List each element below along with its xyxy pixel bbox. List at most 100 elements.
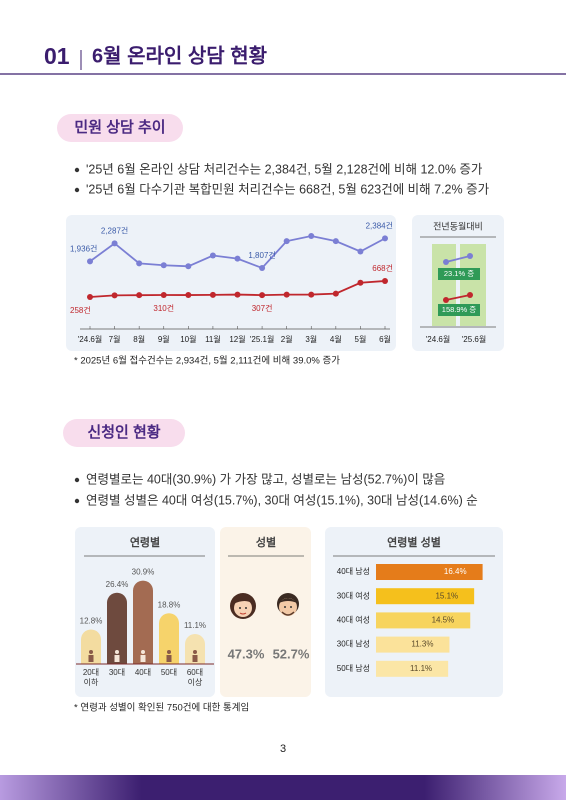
chart-title: 성별 [256, 535, 276, 549]
point [111, 240, 118, 247]
note: * 2025년 6월 접수건수는 2,934건, 5월 2,111건에 비해 3… [74, 355, 340, 367]
x-tick-label: 5월 [355, 334, 367, 344]
point [185, 292, 192, 299]
bar [185, 634, 205, 664]
data-label: 1,936건 [70, 243, 97, 253]
person-icon [140, 655, 146, 662]
data-label: 2,287건 [101, 225, 128, 235]
chart-title: 연령별 성별 [387, 535, 441, 549]
point [209, 291, 216, 298]
section-title: 민원 상담 추이 [74, 118, 165, 136]
chart-title: 연령별 [130, 535, 160, 549]
page-number: 3 [280, 743, 286, 755]
point [259, 265, 266, 271]
bar [376, 612, 471, 629]
point [136, 292, 143, 299]
point [87, 258, 93, 265]
x-tick-label: 12월 [229, 334, 245, 344]
point [185, 263, 192, 270]
point [382, 235, 388, 242]
change-label: 23.1% 증 [444, 269, 474, 278]
y-tick-label: 30대 남성 [337, 640, 370, 649]
x-tick-label: '24.6월 [426, 334, 450, 344]
section-pill [57, 114, 183, 142]
person-icon [88, 655, 94, 662]
note: * 연령과 성별이 확인된 750건에 대한 통계임 [74, 702, 249, 714]
point [332, 290, 339, 297]
point [308, 291, 315, 298]
data-label: 14.5% [432, 616, 455, 625]
chart-panel [412, 215, 504, 351]
bar [107, 592, 127, 664]
bullet [74, 187, 80, 193]
bar [376, 564, 483, 580]
person-icon [141, 650, 145, 654]
x-tick-label: 10월 [180, 334, 196, 344]
point [283, 238, 290, 245]
data-label: 52.7% [273, 646, 310, 661]
label-box [438, 304, 480, 316]
point [467, 253, 473, 259]
point [259, 292, 266, 299]
bullet-text: 연령별로는 40대(30.9%) 가 가장 많고, 성별로는 남성(52.7%)… [86, 472, 445, 486]
section-pill [63, 419, 185, 447]
x-tick-label: 2월 [281, 334, 293, 344]
section-number: 01 [44, 43, 70, 69]
x-tick-label: 30대 [108, 668, 126, 677]
point [443, 259, 449, 265]
female-icon [230, 593, 256, 619]
point [332, 238, 339, 245]
data-label: 16.4% [444, 567, 467, 576]
x-tick-label: 11월 [205, 334, 221, 344]
point [136, 260, 143, 267]
x-tick-label: 60대 이상 [186, 668, 204, 687]
data-label: 668건 [372, 263, 393, 273]
data-label: 310건 [153, 303, 174, 313]
person-icon [166, 655, 172, 662]
point [234, 291, 241, 298]
point [443, 297, 449, 303]
change-label: 158.9% 증 [442, 305, 477, 314]
point [308, 233, 315, 239]
data-label: 11.1% [410, 664, 432, 673]
y-tick-label: 50대 남성 [337, 664, 370, 673]
bullet-text: '25년 6월 온라인 상담 처리건수는 2,384건, 5월 2,128건에 … [86, 162, 483, 176]
data-label: 18.8% [158, 600, 181, 609]
data-label: 47.3% [228, 646, 265, 661]
point [160, 262, 167, 269]
person-icon [192, 655, 198, 662]
chart-title: 전년동월대비 [433, 220, 483, 231]
data-label: 258건 [70, 305, 91, 315]
data-label: 11.1% [184, 621, 206, 630]
person-icon [114, 655, 120, 662]
person-icon [115, 650, 119, 654]
male-icon [277, 593, 299, 616]
x-tick-label: '25.1월 [250, 334, 274, 344]
x-tick-label: 8월 [133, 334, 145, 344]
y-tick-label: 40대 남성 [337, 567, 370, 576]
point [357, 248, 364, 255]
section-title: 신청인 현황 [87, 423, 160, 441]
point [234, 255, 241, 262]
data-label: 2,384건 [366, 220, 393, 230]
bar [159, 613, 179, 664]
chart-panel [66, 215, 396, 351]
x-tick-label: 3월 [305, 334, 317, 344]
bullet-text: '25년 6월 다수기관 복합민원 처리건수는 668건, 5월 623건에 비… [86, 182, 490, 196]
person-icon [167, 650, 171, 654]
data-label: 12.8% [80, 617, 103, 626]
person-icon [89, 650, 93, 654]
bullet [74, 498, 80, 504]
footer-band [0, 775, 566, 800]
bar [81, 629, 101, 664]
point [382, 278, 388, 284]
point [160, 291, 167, 298]
bullet [74, 167, 80, 173]
line-series [445, 294, 471, 301]
x-tick-label: 9월 [158, 334, 170, 344]
data-label: 1,807건 [248, 250, 275, 260]
x-tick-label: 7월 [109, 334, 121, 344]
bar [133, 580, 153, 664]
x-tick-label: 6월 [379, 334, 391, 344]
